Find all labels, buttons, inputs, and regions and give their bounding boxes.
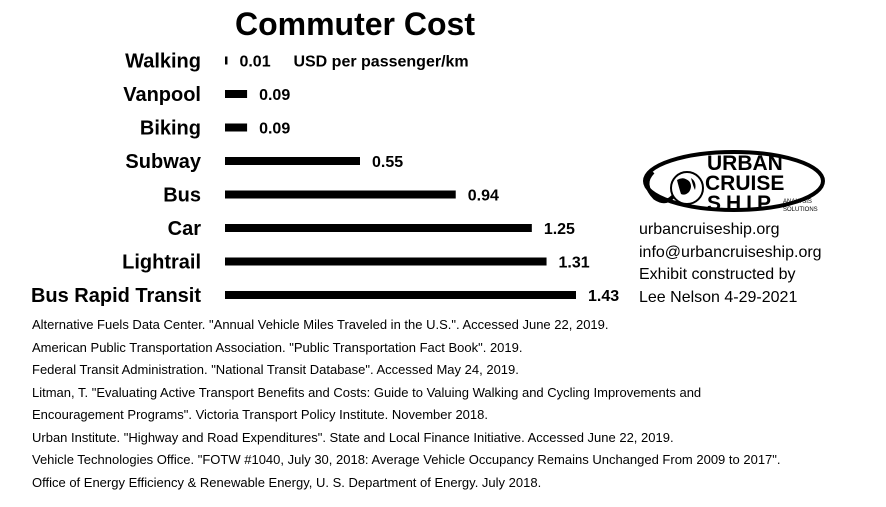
category-label: Bus Rapid Transit (31, 285, 201, 307)
source-line: Alternative Fuels Data Center. "Annual V… (32, 317, 609, 332)
website-text: urbancruiseship.org (639, 221, 780, 238)
urban-cruise-ship-logo: URBAN CRUISE SHIP ANALYSIS SOLUTIONS (643, 150, 825, 215)
source-line: American Public Transportation Associati… (32, 339, 523, 355)
source-line: Encouragement Programs". Victoria Transp… (32, 407, 488, 422)
value-label: 0.55 (372, 154, 403, 171)
category-label: Subway (125, 151, 201, 173)
value-label: 1.31 (559, 255, 590, 272)
logo-line-urban: URBAN (707, 152, 783, 175)
bar (225, 224, 532, 232)
category-label: Lightrail (122, 252, 201, 274)
logo-line-ship: SHIP (707, 192, 776, 215)
source-line: Office of Energy Efficiency & Renewable … (32, 474, 542, 490)
value-label: 0.09 (259, 121, 290, 138)
globe-continents (677, 178, 696, 195)
bar (225, 190, 456, 199)
source-line: Urban Institute. "Highway and Road Expen… (32, 429, 674, 445)
bar (225, 157, 360, 165)
logo-swoosh-tail (645, 170, 677, 204)
logo-tag-analysis: ANALYSIS (783, 199, 812, 205)
bar (225, 90, 248, 98)
category-label: Car (168, 218, 202, 240)
email-text: info@urbancruiseship.org (639, 243, 822, 261)
credit-line-2: Lee Nelson 4-29-2021 (639, 288, 798, 306)
value-label: 0.09 (259, 87, 290, 104)
category-label: Vanpool (123, 84, 201, 106)
unit-label: USD per passenger/km (293, 54, 468, 71)
logo-line-cruise: CRUISE (705, 172, 784, 195)
value-label: 1.25 (544, 221, 575, 238)
value-label: 1.43 (588, 288, 619, 305)
source-line: Vehicle Technologies Office. "FOTW #1040… (32, 452, 781, 467)
category-label: Biking (140, 118, 201, 140)
sources-list: Alternative Fuels Data Center. "Annual V… (32, 314, 882, 494)
value-label: 0.94 (468, 188, 499, 205)
logo-tag-solutions: SOLUTIONS (783, 207, 818, 213)
logo-swoosh-outer (643, 150, 825, 212)
bars-layer: Walking 0.01 USD per passenger/km Vanpool 0.… (31, 51, 619, 308)
source-line: Litman, T. "Evaluating Active Transport … (32, 384, 702, 400)
contact-block: urbancruiseship.org info@urbancruiseship… (639, 219, 879, 309)
bar (225, 291, 576, 299)
category-label: Walking (125, 51, 201, 73)
source-line: Federal Transit Administration. "Nationa… (32, 362, 519, 377)
bar-chart: Walking 0.01 USD per passenger/km Vanpool 0.… (31, 51, 619, 308)
category-label: Bus (163, 185, 201, 207)
bar (225, 56, 228, 65)
bar (225, 123, 248, 132)
bar (225, 257, 547, 266)
chart-title: Commuter Cost (234, 6, 475, 42)
value-label: 0.01 (239, 54, 270, 71)
credit-line-1: Exhibit constructed by (639, 266, 796, 283)
